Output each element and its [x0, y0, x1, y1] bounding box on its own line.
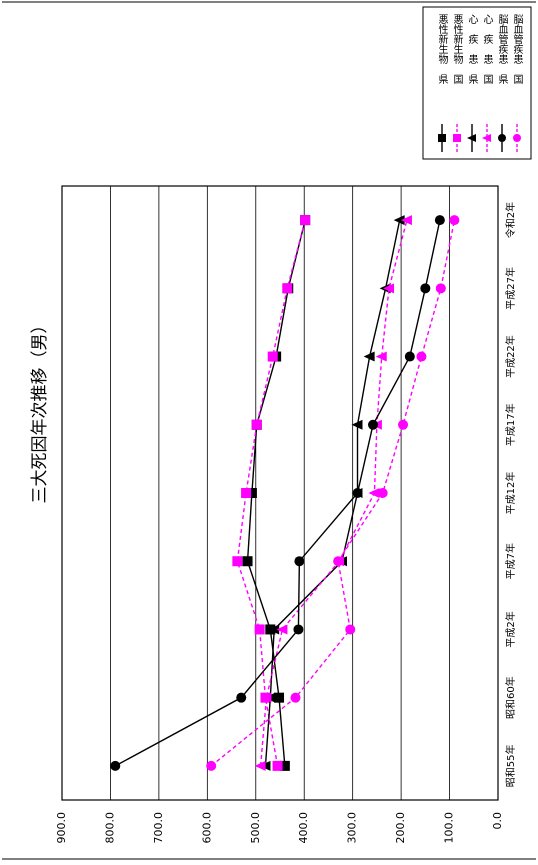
legend-item-1: 悪性新生物 国	[451, 14, 463, 152]
marker-square	[438, 134, 446, 142]
category-tick-label: 平成7年	[504, 543, 517, 579]
category-tick-label: 昭和55年	[504, 745, 517, 788]
marker-circle	[398, 419, 409, 430]
marker-triangle	[393, 215, 405, 226]
marker-circle	[449, 215, 460, 226]
value-tick-label: 800.0	[103, 812, 116, 844]
legend-label: 悪性新生物 国	[451, 14, 463, 85]
marker-triangle	[268, 624, 280, 635]
value-tick-label: 600.0	[200, 812, 213, 844]
marker-square	[254, 624, 265, 635]
marker-triangle	[260, 692, 272, 703]
value-tick-label: 700.0	[152, 812, 165, 844]
marker-square	[241, 488, 252, 498]
marker-triangle	[254, 760, 266, 771]
marker-circle	[110, 760, 121, 771]
marker-triangle	[351, 419, 363, 430]
marker-triangle	[400, 215, 412, 226]
marker-circle	[294, 556, 305, 567]
value-tick-label: 300.0	[346, 812, 359, 844]
marker-square	[272, 760, 283, 771]
category-tick-label: 平成22年	[504, 335, 517, 378]
legend-item-5: 脳血管疾患 国	[511, 14, 523, 152]
value-tick-label: 400.0	[297, 812, 310, 844]
marker-circle	[290, 692, 301, 703]
marker-circle	[368, 419, 379, 430]
marker-triangle	[375, 351, 387, 362]
marker-circle	[498, 134, 506, 142]
value-tick-label: 500.0	[249, 812, 262, 844]
marker-square	[274, 692, 285, 703]
value-tick-label: 0.0	[491, 812, 504, 830]
marker-triangle	[363, 351, 375, 362]
legend-label: 悪性新生物 県	[436, 14, 448, 85]
marker-triangle	[482, 134, 491, 142]
marker-circle	[513, 134, 521, 142]
legend-label: 脳血管疾患 県	[496, 14, 508, 85]
marker-triangle	[383, 283, 394, 294]
category-tick-label: 平成27年	[504, 267, 517, 310]
legend: 悪性新生物 県悪性新生物 国心 疾 患 県心 疾 患 国脳血管疾患 県脳血管疾患…	[422, 6, 532, 160]
legend-item-3: 心 疾 患 国	[481, 14, 493, 152]
marker-triangle	[276, 624, 288, 635]
marker-circle	[404, 351, 415, 362]
value-tick-label: 100.0	[443, 812, 456, 844]
series-5	[206, 215, 460, 771]
marker-circle	[345, 624, 356, 635]
category-tick-label: 平成12年	[504, 472, 517, 515]
category-tick-label: 平成2年	[504, 611, 517, 647]
marker-square	[267, 351, 278, 362]
marker-circle	[293, 624, 304, 635]
legend-label: 脳血管疾患 国	[511, 14, 523, 85]
marker-square	[242, 556, 253, 567]
marker-circle	[333, 556, 344, 567]
marker-circle	[352, 488, 363, 498]
marker-circle	[416, 351, 427, 362]
marker-square	[282, 283, 293, 294]
legend-label: 心 疾 患 国	[481, 14, 493, 85]
marker-circle	[236, 692, 247, 703]
marker-square	[232, 556, 243, 567]
category-tick-label: 昭和60年	[504, 676, 517, 719]
value-tick-label: 200.0	[394, 812, 407, 844]
legend-item-4: 脳血管疾患 県	[496, 14, 508, 152]
marker-circle	[420, 283, 431, 294]
marker-circle	[206, 760, 217, 771]
marker-square	[279, 760, 290, 771]
marker-triangle	[467, 134, 476, 142]
legend-item-2: 心 疾 患 県	[466, 14, 478, 152]
legend-label: 心 疾 患 県	[466, 14, 478, 85]
marker-circle	[435, 283, 446, 294]
marker-square	[453, 134, 461, 142]
category-tick-label: 平成17年	[504, 403, 517, 446]
category-tick-label: 令和2年	[504, 202, 517, 238]
chart-title: 三大死因年次推移（男）	[30, 317, 50, 504]
series-4	[110, 215, 445, 771]
marker-triangle	[368, 488, 380, 498]
legend-box	[422, 6, 532, 160]
marker-circle	[377, 488, 388, 498]
value-tick-label: 900.0	[55, 812, 68, 844]
legend-item-0: 悪性新生物 県	[436, 14, 448, 152]
series-line	[236, 219, 306, 767]
marker-square	[246, 488, 257, 498]
marker-square	[300, 215, 311, 226]
marker-circle	[434, 215, 445, 226]
marker-square	[251, 419, 262, 430]
